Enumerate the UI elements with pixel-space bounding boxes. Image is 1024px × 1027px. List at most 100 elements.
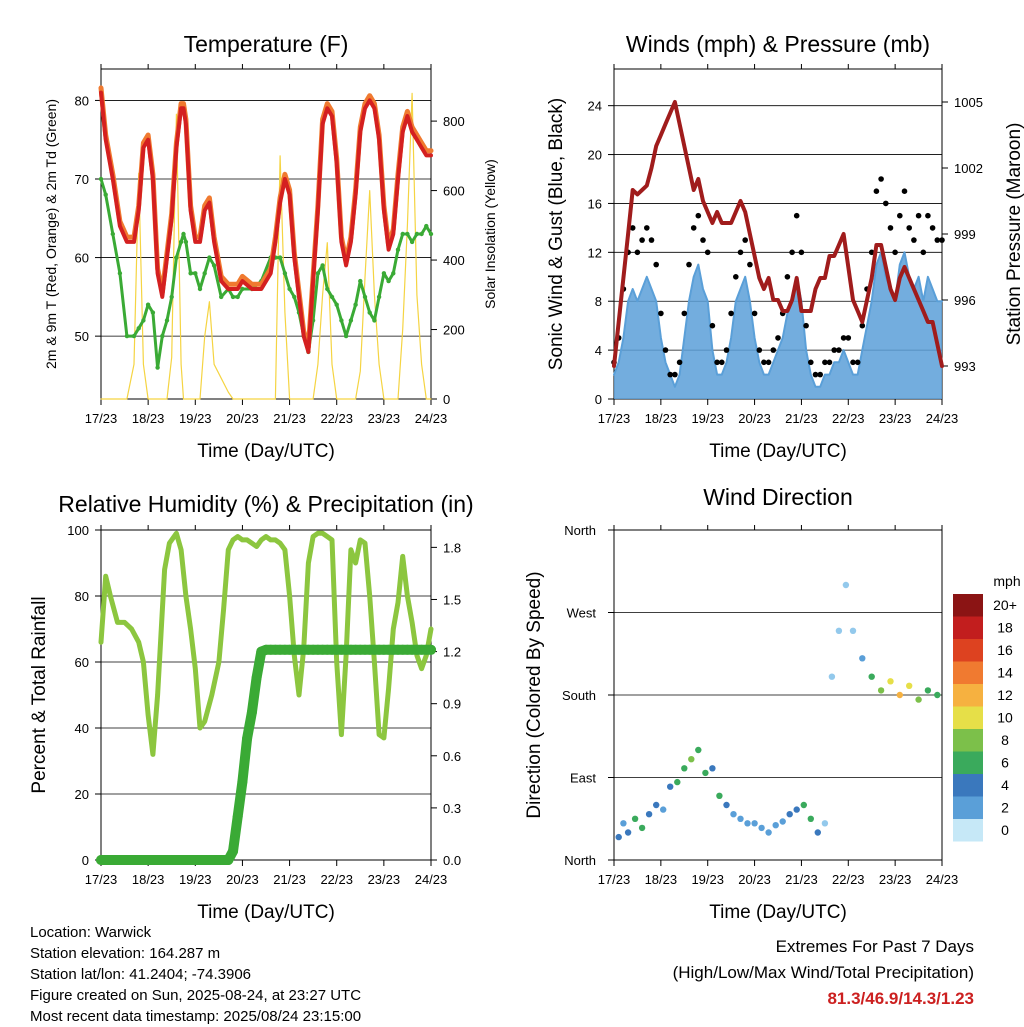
humidity-precip-xtick-label: 23/23	[368, 872, 401, 887]
total-rainfall-point	[232, 811, 243, 822]
dewpoint-point	[181, 231, 186, 237]
gust-point	[840, 335, 847, 341]
humidity-precip-title: Relative Humidity (%) & Precipitation (i…	[58, 491, 473, 517]
gust-point	[704, 249, 711, 256]
winds-pressure-xtick-label: 17/23	[598, 411, 631, 426]
winds-pressure-xtick-label: 21/23	[785, 411, 818, 426]
dewpoint-point	[150, 310, 156, 315]
winds-pressure-ytick-right-label: 993	[954, 359, 976, 374]
dewpoint-point	[391, 271, 396, 276]
dewpoint-point	[400, 231, 405, 237]
wind-direction-ytick-label: South	[562, 688, 596, 703]
gust-point	[906, 225, 912, 231]
gust-point	[765, 359, 772, 366]
gust-point	[648, 237, 655, 243]
dewpoint-point	[339, 318, 344, 323]
created-text: Figure created on Sun, 2025-08-24, at 23…	[30, 987, 362, 1004]
gust-point	[934, 237, 941, 243]
gust-point	[793, 212, 800, 219]
gust-point	[798, 249, 805, 256]
gust-point	[808, 359, 814, 366]
wind-speed-legend-label: 10	[997, 710, 1013, 726]
temperature-ylabel: 2m & 9m T (Red, Orange) & 2m Td (Green)	[43, 99, 59, 369]
dewpoint-point	[395, 247, 401, 252]
dewpoint-point	[358, 278, 363, 284]
elevation-text: Station elevation: 164.287 m	[30, 945, 221, 962]
dewpoint-point	[183, 239, 189, 245]
temperature-xtick-label: 23/23	[368, 411, 401, 426]
humidity-precip-ytick-label: 100	[67, 523, 89, 538]
relative-humidity-line	[98, 530, 434, 757]
pressure-ylabel-right: Station Pressure (Maroon)	[1004, 123, 1024, 346]
winds-pressure-ytick-right-label: 996	[954, 293, 976, 308]
temperature-xtick-label: 21/23	[273, 411, 306, 426]
gust-point	[784, 274, 791, 280]
humidity-precip-ytick-label: 60	[75, 655, 89, 670]
dewpoint-point	[240, 286, 245, 292]
winds-ylabel: Sonic Wind & Gust (Blue, Black)	[546, 98, 567, 370]
total-rainfall-point	[246, 707, 257, 718]
gust-point	[929, 225, 936, 231]
dewpoint-point	[367, 310, 372, 315]
winds-pressure-xtick-label: 18/23	[645, 411, 678, 426]
gust-point	[878, 176, 884, 182]
wind-direction-point	[631, 815, 639, 822]
humidity-precip-xtick-label: 19/23	[179, 872, 212, 887]
gust-point	[629, 225, 636, 231]
total-rainfall-point	[152, 855, 163, 865]
gust-point	[803, 322, 809, 329]
temperature-ytick-right-label: 0	[443, 392, 450, 407]
temperature-ytick-right-label: 400	[443, 253, 465, 268]
gust-point	[700, 237, 706, 243]
gust-point	[681, 310, 688, 317]
dewpoint-point	[131, 333, 137, 339]
wind-direction-point	[624, 829, 632, 836]
dewpoint-point	[348, 318, 354, 323]
dewpoint-point	[362, 294, 368, 300]
total-rainfall-point	[237, 776, 248, 787]
wind-speed-legend-label: 14	[997, 665, 1013, 681]
temperature-ytick-right-label: 600	[443, 184, 465, 199]
wind-direction-point	[896, 691, 903, 699]
dewpoint-point	[325, 286, 330, 292]
total-rainfall-point	[206, 855, 217, 865]
sonic-wind-area	[614, 252, 942, 399]
wind-direction-xtick-label: 21/23	[785, 872, 818, 887]
temperature-ytick-right-label: 800	[443, 114, 465, 129]
gust-point	[686, 261, 692, 268]
gust-point	[676, 359, 683, 366]
humidity-precip-ytick-label: 40	[75, 721, 89, 736]
gust-point	[883, 200, 889, 207]
dewpoint-point	[343, 333, 349, 339]
temperature-xtick-label: 22/23	[320, 411, 353, 426]
dewpoint-point	[207, 255, 212, 260]
gust-point	[658, 310, 664, 317]
location-text: Location: Warwick	[30, 924, 152, 941]
wind-direction-point	[859, 655, 866, 662]
gust-point	[714, 359, 720, 366]
gust-point	[831, 347, 837, 353]
total-rainfall-point	[105, 855, 116, 865]
wind-speed-legend-swatch	[953, 684, 983, 707]
wind-direction-ytick-label: North	[564, 853, 596, 868]
wind-direction-point	[751, 820, 758, 827]
wind-speed-legend-label: 6	[1001, 755, 1009, 771]
wind-speed-legend-swatch	[953, 661, 983, 684]
dewpoint-point	[117, 271, 123, 276]
wind-direction-point	[737, 815, 744, 822]
winds-pressure-ytick-right-label: 1005	[954, 95, 983, 110]
wind-speed-legend-swatch	[953, 616, 983, 639]
dewpoint-point	[353, 302, 358, 307]
winds-pressure-ytick-label: 24	[588, 99, 602, 114]
gust-point	[672, 371, 678, 378]
dewpoint-point	[193, 271, 198, 276]
wind-direction-xtick-label: 18/23	[645, 872, 678, 887]
wind-direction-point	[688, 756, 695, 763]
wind-direction-ylabel: Direction (Colored By Speed)	[524, 571, 545, 818]
wind-direction-ytick-label: East	[570, 771, 596, 786]
gust-point	[723, 347, 730, 353]
gust-point	[653, 261, 659, 268]
gust-point	[662, 347, 669, 353]
humidity-precip-xtick-label: 17/23	[85, 872, 118, 887]
